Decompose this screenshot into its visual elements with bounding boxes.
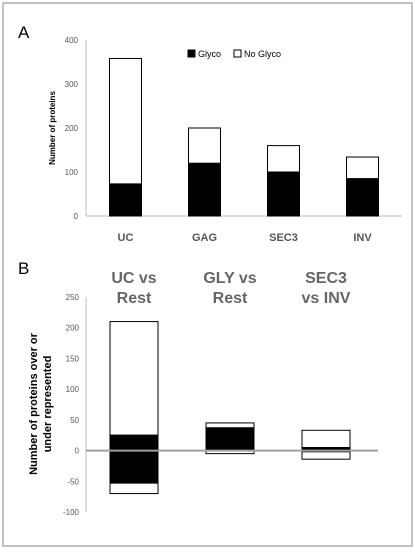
bar-no-glyco [188, 127, 221, 164]
bar-glyco [346, 178, 379, 217]
column-title-line-2: Rest [117, 290, 152, 307]
y-tick-label: -50 [67, 477, 79, 486]
bar-under-white [301, 451, 351, 460]
legend-label-no-glyco: No Glyco [244, 49, 281, 59]
bar-glyco [188, 162, 221, 217]
y-tick-label: 250 [66, 293, 80, 302]
legend-swatch-glyco [187, 49, 196, 58]
bar-no-glyco [109, 57, 142, 185]
y-axis-title-line-2: under represented [42, 356, 54, 453]
bar-over-white [301, 429, 351, 448]
y-tick-label: 300 [65, 80, 79, 89]
bar-no-glyco [267, 145, 300, 173]
column-title-line-2: vs INV [302, 290, 351, 307]
x-tick-label: UC [118, 232, 134, 244]
column-title-line-2: Rest [213, 290, 248, 307]
y-tick-label: 150 [66, 354, 80, 363]
bar-over-black [109, 434, 159, 452]
panel-b-label: B [18, 259, 29, 278]
y-axis-title: Number of proteins [48, 91, 57, 165]
bar-glyco [267, 171, 300, 217]
bar-over-white [109, 321, 159, 436]
legend-swatch-no-glyco [233, 49, 242, 58]
y-tick-label: 200 [65, 124, 79, 133]
y-axis-title-line-1: Number of proteins over or [28, 332, 40, 475]
panel-a-chart: 0 100 200 300 400 Number of proteins UC GAG SEC3… [48, 36, 402, 244]
column-title-line-1: UC vs [111, 270, 156, 287]
column-title-line-1: SEC3 [305, 270, 347, 287]
y-tick-label: -100 [63, 508, 80, 517]
column-title-line-1: GLY vs [203, 270, 256, 287]
bar-under-black [109, 450, 159, 484]
legend-label-glyco: Glyco [198, 49, 221, 59]
x-tick-label: SEC3 [269, 232, 298, 244]
bar-over-black [205, 427, 255, 452]
y-tick-label: 0 [75, 447, 80, 456]
x-tick-label: INV [353, 232, 372, 244]
panel-b-chart: -100 -50 0 50 100 150 200 250 Number of proteins… [28, 270, 378, 517]
y-tick-label: 0 [74, 212, 79, 221]
y-tick-label: 100 [65, 168, 79, 177]
y-tick-label: 50 [70, 416, 79, 425]
x-tick-label: GAG [192, 232, 217, 244]
bar-under-white [109, 482, 159, 495]
y-tick-label: 200 [66, 324, 80, 333]
bar-over-white [205, 422, 255, 429]
panel-a-label: A [18, 23, 30, 42]
y-tick-label: 100 [66, 385, 80, 394]
bar-glyco [109, 183, 142, 217]
bar-no-glyco [346, 156, 379, 180]
y-tick-label: 400 [65, 36, 79, 45]
